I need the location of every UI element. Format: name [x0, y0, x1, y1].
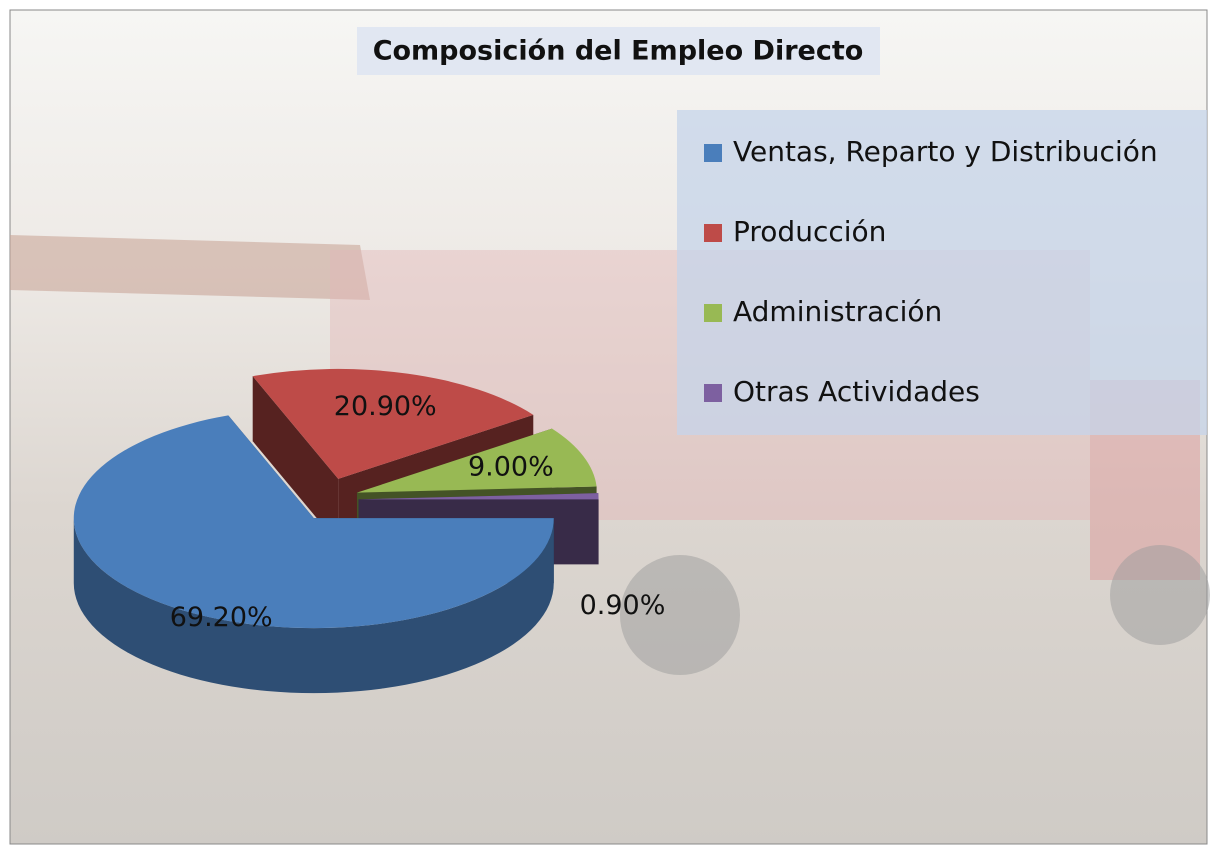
data-label: 69.20%: [170, 602, 273, 633]
legend-swatch: [704, 304, 722, 322]
legend-swatch: [704, 144, 722, 162]
legend-label: Administración: [733, 295, 942, 328]
legend-label: Producción: [733, 215, 886, 248]
data-label: 9.00%: [468, 451, 554, 482]
legend-swatch: [704, 384, 722, 402]
data-label: 20.90%: [334, 391, 437, 422]
legend-swatch: [704, 224, 722, 242]
roof: [10, 235, 370, 300]
legend-label: Otras Actividades: [733, 375, 980, 408]
chart: Composición del Empleo Directo Ventas, R…: [0, 0, 1217, 854]
data-label: 0.90%: [580, 590, 666, 621]
chart-title: Composición del Empleo Directo: [373, 36, 864, 67]
wheel: [1110, 545, 1210, 645]
page: Composición del Empleo Directo Ventas, R…: [0, 0, 1217, 858]
legend-label: Ventas, Reparto y Distribución: [733, 135, 1158, 168]
